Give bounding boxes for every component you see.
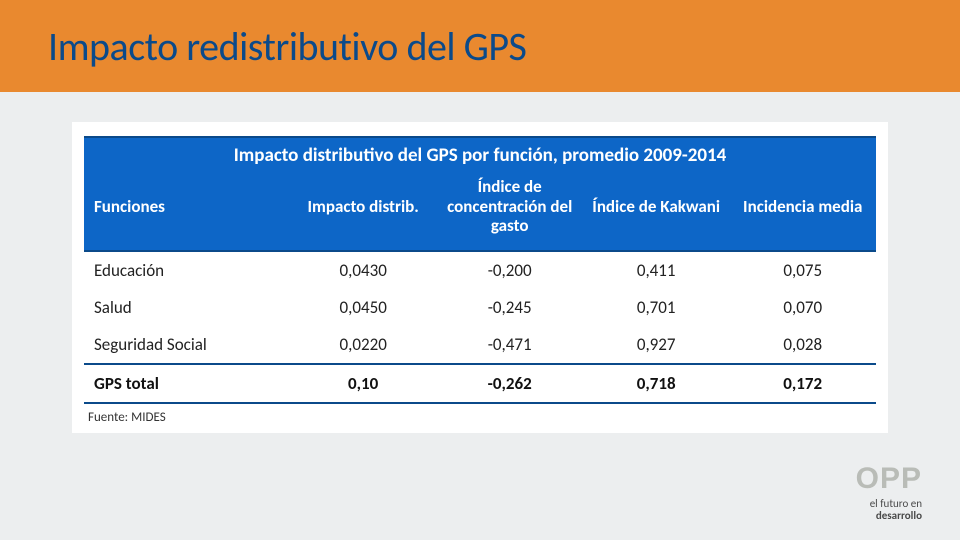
cell-kakwani: 0,701 (583, 289, 730, 326)
table-total-row: GPS total 0,10 -0,262 0,718 0,172 (84, 364, 876, 402)
gps-table: Impacto distributivo del GPS por función… (84, 138, 876, 402)
table-wrap: Impacto distributivo del GPS por función… (84, 136, 876, 404)
logo-block: OPP el futuro en desarrollo (856, 462, 922, 522)
slide: Impacto redistributivo del GPS Impacto d… (0, 0, 960, 540)
total-kakwani: 0,718 (583, 364, 730, 402)
table-source: Fuente: MIDES (84, 404, 876, 425)
cell-impacto: 0,0430 (290, 252, 437, 289)
cell-concentracion: -0,471 (436, 326, 583, 364)
content-area: Impacto distributivo del GPS por función… (0, 92, 960, 540)
table-title-row: Impacto distributivo del GPS por función… (84, 138, 876, 171)
cell-kakwani: 0,927 (583, 326, 730, 364)
total-concentracion: -0,262 (436, 364, 583, 402)
table-title: Impacto distributivo del GPS por función… (84, 138, 876, 171)
row-label: Educación (84, 252, 290, 289)
total-impacto: 0,10 (290, 364, 437, 402)
cell-concentracion: -0,200 (436, 252, 583, 289)
total-label: GPS total (84, 364, 290, 402)
total-incidencia: 0,172 (729, 364, 876, 402)
cell-kakwani: 0,411 (583, 252, 730, 289)
row-label: Seguridad Social (84, 326, 290, 364)
table-header-row: Funciones Impacto distrib. Índice de con… (84, 171, 876, 251)
slide-title: Impacto redistributivo del GPS (0, 22, 526, 71)
cell-incidencia: 0,075 (729, 252, 876, 289)
logo-sub1: el futuro en (856, 498, 922, 509)
table-row: Seguridad Social 0,0220 -0,471 0,927 0,0… (84, 326, 876, 364)
table-row: Educación 0,0430 -0,200 0,411 0,075 (84, 252, 876, 289)
col-impacto: Impacto distrib. (290, 171, 437, 251)
logo-main: OPP (856, 462, 922, 496)
col-funciones: Funciones (84, 171, 290, 251)
col-incidencia: Incidencia media (729, 171, 876, 251)
col-concentracion: Índice de concentración del gasto (436, 171, 583, 251)
row-label: Salud (84, 289, 290, 326)
table-row: Salud 0,0450 -0,245 0,701 0,070 (84, 289, 876, 326)
cell-concentracion: -0,245 (436, 289, 583, 326)
cell-impacto: 0,0450 (290, 289, 437, 326)
cell-incidencia: 0,028 (729, 326, 876, 364)
logo-sub2: desarrollo (856, 509, 922, 522)
title-band: Impacto redistributivo del GPS (0, 0, 960, 92)
table-card: Impacto distributivo del GPS por función… (72, 122, 888, 433)
cell-impacto: 0,0220 (290, 326, 437, 364)
col-kakwani: Índice de Kakwani (583, 171, 730, 251)
cell-incidencia: 0,070 (729, 289, 876, 326)
